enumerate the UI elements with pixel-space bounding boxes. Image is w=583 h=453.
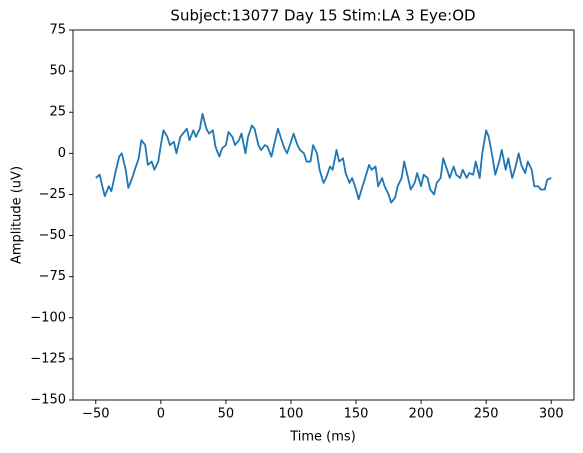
y-tick-label: −100: [30, 310, 66, 325]
axes-frame: [72, 29, 575, 401]
x-tick-label: 100: [279, 407, 304, 422]
y-tick-label: −150: [30, 393, 66, 408]
x-tick-label: 250: [474, 407, 499, 422]
x-tick-label: 300: [539, 407, 564, 422]
y-tick-label: −125: [30, 351, 66, 366]
x-axis-label: Time (ms): [289, 430, 356, 445]
y-tick-label: 0: [58, 146, 66, 161]
y-tick-label: −50: [39, 228, 66, 243]
x-tick-label: 50: [218, 407, 235, 422]
x-tick-label: 0: [157, 407, 165, 422]
y-axis-label: Amplitude (uV): [10, 166, 25, 264]
y-tick-label: 50: [49, 64, 66, 79]
y-tick-label: −75: [39, 269, 66, 284]
y-tick-label: 25: [49, 105, 66, 120]
x-tick-label: −50: [82, 407, 109, 422]
y-tick-label: 75: [49, 23, 66, 38]
x-tick-label: 200: [409, 407, 434, 422]
x-tick-label: 150: [344, 407, 369, 422]
data-line: [95, 112, 552, 204]
chart-title: Subject:13077 Day 15 Stim:LA 3 Eye:OD: [170, 7, 475, 25]
y-tick-label: −25: [39, 187, 66, 202]
